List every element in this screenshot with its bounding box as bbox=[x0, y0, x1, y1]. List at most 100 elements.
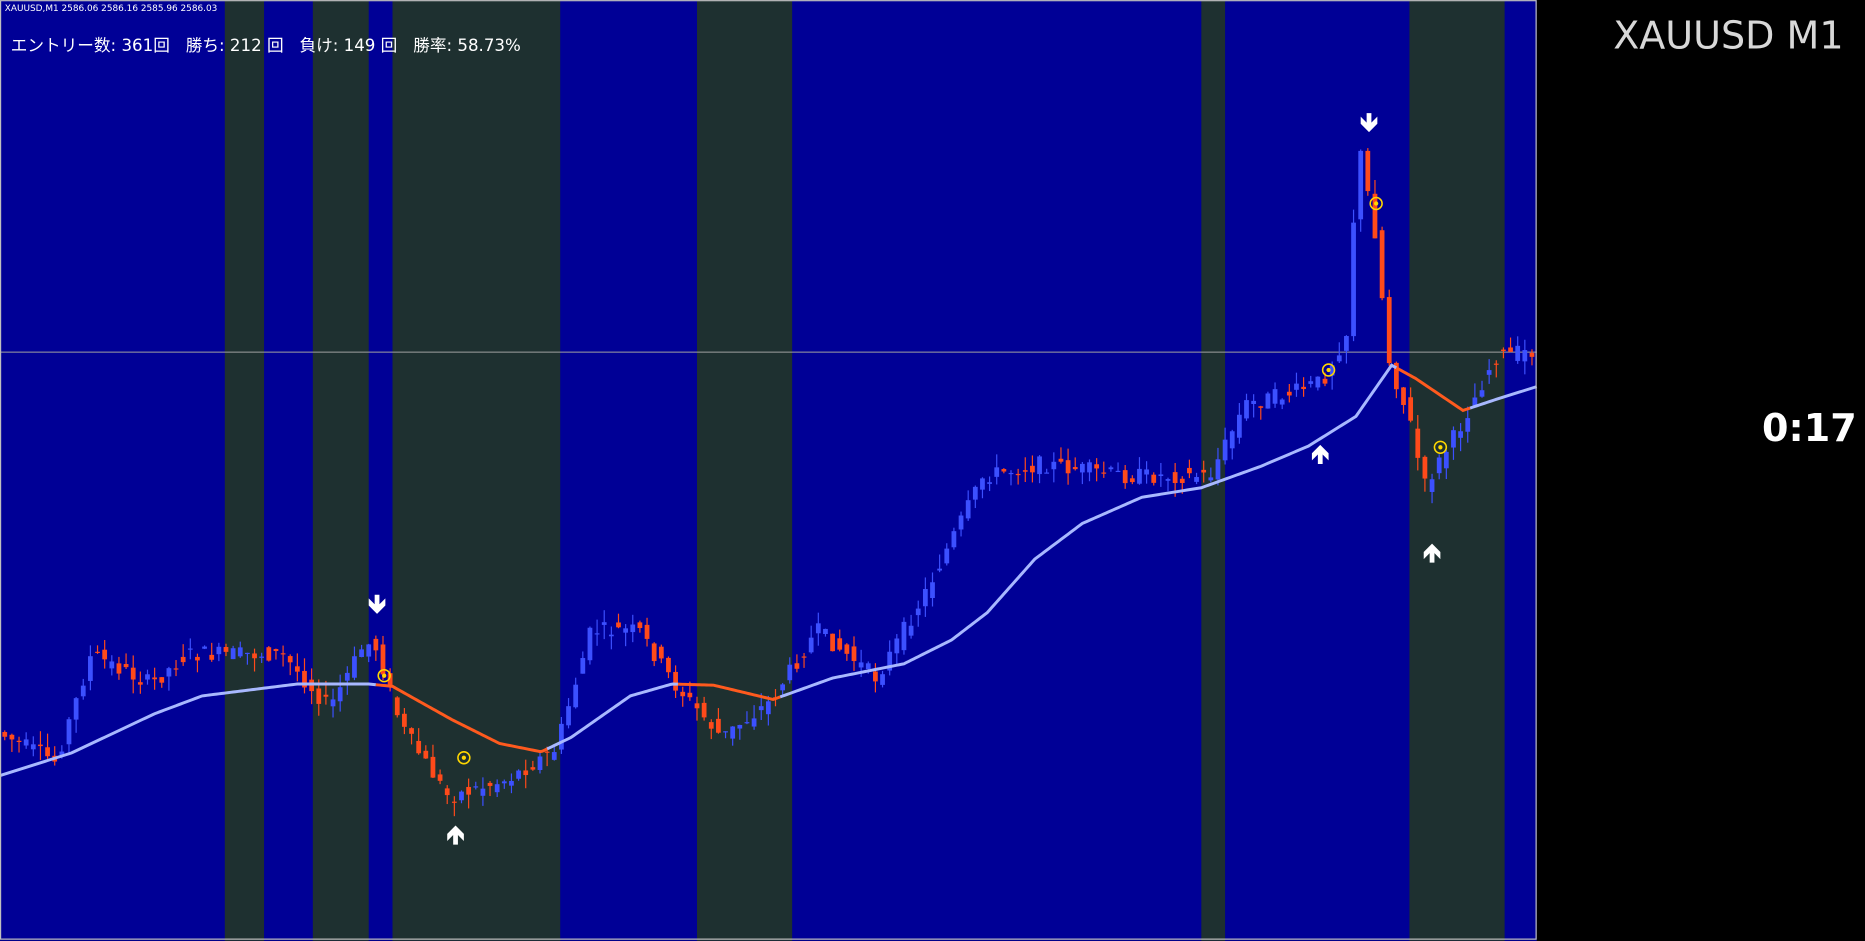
candle-body bbox=[1451, 430, 1456, 448]
candle-body bbox=[737, 724, 743, 729]
candle-body bbox=[280, 653, 286, 655]
candle-body bbox=[459, 791, 464, 801]
candle-body bbox=[444, 788, 450, 796]
candle-body bbox=[130, 667, 136, 680]
candle-body bbox=[1094, 464, 1100, 469]
candle-body bbox=[102, 649, 108, 660]
candle-body bbox=[887, 651, 893, 671]
candle-body bbox=[858, 662, 864, 668]
moving-average bbox=[0, 363, 1538, 778]
candle-body bbox=[1201, 469, 1207, 473]
candle-body bbox=[187, 648, 193, 650]
candle-body bbox=[1501, 349, 1506, 351]
candle-body bbox=[694, 703, 700, 709]
candle-body bbox=[744, 722, 750, 724]
candle-body bbox=[159, 677, 165, 683]
candle-body bbox=[516, 770, 521, 779]
candle-body bbox=[1522, 350, 1528, 362]
exit-marker bbox=[457, 751, 471, 765]
ma-line bbox=[677, 682, 781, 702]
candle-body bbox=[601, 622, 607, 625]
candle-body bbox=[873, 671, 878, 682]
ma-line bbox=[779, 363, 1398, 699]
candle-body bbox=[994, 467, 1000, 477]
candle-body bbox=[9, 734, 15, 740]
candle-body bbox=[316, 688, 322, 704]
candle-body bbox=[987, 482, 992, 484]
candle-body bbox=[1301, 386, 1306, 390]
candle-body bbox=[658, 646, 664, 659]
candle-body bbox=[1151, 474, 1157, 483]
exit-marker-dot bbox=[461, 755, 467, 760]
candle-body bbox=[1358, 150, 1364, 220]
candle-body bbox=[1272, 389, 1278, 404]
candle-body bbox=[252, 653, 257, 659]
candle-body bbox=[137, 682, 143, 685]
candle-body bbox=[865, 663, 871, 670]
candle-body bbox=[851, 646, 857, 662]
candle-body bbox=[937, 568, 943, 571]
candle-body bbox=[894, 638, 900, 654]
candle-body bbox=[1344, 336, 1349, 351]
candle-body bbox=[80, 685, 86, 697]
candle-body bbox=[1065, 460, 1071, 474]
candle-body bbox=[2, 732, 8, 737]
candle-body bbox=[651, 643, 657, 662]
candle-body bbox=[944, 548, 950, 564]
candle-body bbox=[1315, 376, 1321, 388]
candle-body bbox=[237, 647, 243, 657]
candle-body bbox=[922, 589, 928, 607]
candle-body bbox=[166, 668, 172, 677]
candle-body bbox=[687, 692, 693, 698]
symbol-info: XAUUSD,M1 2586.06 2586.16 2585.96 2586.0… bbox=[5, 4, 218, 14]
candle-body bbox=[1372, 193, 1378, 239]
candle-body bbox=[808, 637, 814, 653]
candle-body bbox=[780, 684, 786, 691]
candle-body bbox=[958, 515, 964, 530]
candle-body bbox=[594, 633, 600, 635]
exit-marker-dot bbox=[382, 673, 387, 678]
candle-body bbox=[915, 608, 921, 616]
buy-arrow bbox=[1311, 444, 1329, 464]
candle-body bbox=[373, 638, 379, 651]
candle-body bbox=[559, 723, 564, 750]
ma-line bbox=[375, 683, 548, 754]
buy-arrow bbox=[447, 825, 464, 845]
candle-body bbox=[30, 744, 36, 750]
candle-body bbox=[1137, 468, 1142, 484]
candle-body bbox=[23, 739, 29, 746]
candle-body bbox=[908, 625, 914, 636]
candle-body bbox=[1001, 469, 1007, 472]
candle-body bbox=[1286, 391, 1292, 396]
session-band bbox=[312, 0, 369, 941]
candle-body bbox=[344, 672, 350, 681]
candle-body bbox=[430, 756, 436, 778]
candle-body bbox=[473, 786, 479, 788]
session-band bbox=[224, 0, 265, 941]
candle-body bbox=[387, 673, 393, 686]
ma-line bbox=[0, 682, 377, 778]
candle-body bbox=[1515, 345, 1521, 361]
candle-body bbox=[1322, 378, 1328, 384]
candle-body bbox=[1422, 456, 1428, 479]
candle-body bbox=[701, 702, 707, 718]
candle-body bbox=[1187, 467, 1192, 474]
candle-body bbox=[1172, 472, 1178, 484]
candle-body bbox=[608, 634, 614, 637]
candle-body bbox=[116, 663, 122, 674]
candle-body bbox=[152, 677, 158, 680]
candle-body bbox=[1058, 458, 1064, 462]
candle-body bbox=[66, 719, 72, 745]
candle-body bbox=[1443, 451, 1449, 469]
candle-body bbox=[416, 740, 422, 754]
candle-body bbox=[673, 671, 678, 691]
candle-body bbox=[1072, 467, 1078, 470]
candle-body bbox=[1401, 387, 1406, 405]
candle-body bbox=[423, 750, 429, 759]
candle-body bbox=[1251, 400, 1257, 405]
sell-arrow bbox=[1360, 113, 1378, 133]
candle-body bbox=[1022, 470, 1028, 472]
candle-body bbox=[1037, 456, 1042, 475]
candle-body bbox=[394, 697, 400, 716]
candle-body bbox=[402, 713, 407, 727]
